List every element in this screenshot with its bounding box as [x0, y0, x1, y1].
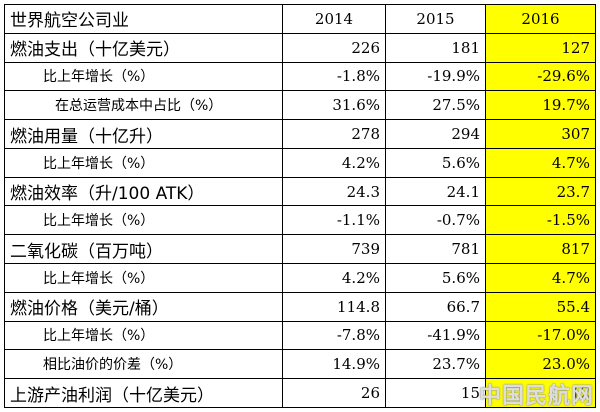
cell-2016: 55.4: [485, 291, 596, 322]
table-row: 比上年增长（%） 4.2% 5.6% 4.7%: [4, 263, 596, 293]
cell-2015: -0.7%: [385, 205, 486, 236]
cell-2014: 226: [282, 32, 386, 63]
header-label: 世界航空公司业: [4, 4, 283, 34]
cell-2015: 24.1: [385, 176, 486, 207]
row-label: 比上年增长（%）: [4, 61, 283, 92]
year-2016-header: 2016: [485, 4, 596, 34]
airline-fuel-table: 世界航空公司业 2014 2015 2016 燃油支出（十亿美元） 226 18…: [4, 4, 596, 408]
table-row: 比上年增长（%） -7.8% -41.9% -17.0%: [4, 320, 596, 351]
year-2014-header: 2014: [282, 4, 386, 34]
watermark: 中国民航网: [478, 384, 594, 409]
row-label: 燃油支出（十亿美元）: [4, 32, 283, 63]
row-label: 燃油价格（美元/桶）: [4, 291, 283, 322]
cell-2014: 114.8: [282, 291, 386, 322]
year-2015-header: 2015: [385, 4, 486, 34]
cell-2016: 307: [485, 119, 596, 149]
cell-2015: 5.6%: [385, 147, 486, 178]
cell-2016: -29.6%: [485, 61, 596, 92]
table-row: 燃油效率（升/100 ATK） 24.3 24.1 23.7: [4, 176, 596, 207]
cell-2016: 4.7%: [485, 263, 596, 293]
cell-2015: -19.9%: [385, 61, 486, 92]
cell-2014: 31.6%: [282, 90, 386, 121]
row-label: 上游产油利润（十亿美元）: [4, 378, 283, 408]
cell-2014: 739: [282, 234, 386, 265]
cell-2016: 23.7: [485, 176, 596, 207]
cell-2015: 23.7%: [385, 349, 486, 380]
table-row: 在总运营成本中占比（%） 31.6% 27.5% 19.7%: [4, 90, 596, 121]
cell-2015: 781: [385, 234, 486, 265]
table-row: 燃油支出（十亿美元） 226 181 127: [4, 32, 596, 63]
cell-2015: 27.5%: [385, 90, 486, 121]
cell-2015: 5.6%: [385, 263, 486, 293]
cell-2014: -1.8%: [282, 61, 386, 92]
cell-2014: -7.8%: [282, 320, 386, 351]
cell-2016: 4.7%: [485, 147, 596, 178]
row-label: 在总运营成本中占比（%）: [4, 90, 283, 121]
cell-2014: 24.3: [282, 176, 386, 207]
row-label: 比上年增长（%）: [4, 263, 283, 293]
cell-2014: -1.1%: [282, 205, 386, 236]
table-row: 燃油价格（美元/桶） 114.8 66.7 55.4: [4, 291, 596, 322]
table-row: 相比油价的价差（%） 14.9% 23.7% 23.0%: [4, 349, 596, 380]
table-row: 比上年增长（%） 4.2% 5.6% 4.7%: [4, 147, 596, 178]
row-label: 比上年增长（%）: [4, 205, 283, 236]
cell-2015: 15: [385, 378, 486, 408]
cell-2014: 4.2%: [282, 263, 386, 293]
row-label: 燃油用量（十亿升）: [4, 119, 283, 149]
cell-2015: -41.9%: [385, 320, 486, 351]
row-label: 二氧化碳（百万吨）: [4, 234, 283, 265]
row-label: 比上年增长（%）: [4, 147, 283, 178]
table-row: 上游产油利润（十亿美元） 26 15 12: [4, 378, 596, 408]
table-row: 比上年增长（%） -1.1% -0.7% -1.5%: [4, 205, 596, 236]
row-label: 相比油价的价差（%）: [4, 349, 283, 380]
header-row: 世界航空公司业 2014 2015 2016: [4, 4, 596, 34]
cell-2015: 294: [385, 119, 486, 149]
cell-2014: 26: [282, 378, 386, 408]
row-label: 比上年增长（%）: [4, 320, 283, 351]
cell-2016: 12: [485, 378, 596, 408]
table-row: 二氧化碳（百万吨） 739 781 817: [4, 234, 596, 265]
cell-2016: 817: [485, 234, 596, 265]
cell-2016: 127: [485, 32, 596, 63]
cell-2014: 278: [282, 119, 386, 149]
cell-2016: 19.7%: [485, 90, 596, 121]
table-row: 燃油用量（十亿升） 278 294 307: [4, 119, 596, 149]
table-row: 比上年增长（%） -1.8% -19.9% -29.6%: [4, 61, 596, 92]
row-label: 燃油效率（升/100 ATK）: [4, 176, 283, 207]
cell-2015: 181: [385, 32, 486, 63]
cell-2014: 14.9%: [282, 349, 386, 380]
cell-2015: 66.7: [385, 291, 486, 322]
cell-2014: 4.2%: [282, 147, 386, 178]
cell-2016: 23.0%: [485, 349, 596, 380]
cell-2016: -17.0%: [485, 320, 596, 351]
cell-2016: -1.5%: [485, 205, 596, 236]
